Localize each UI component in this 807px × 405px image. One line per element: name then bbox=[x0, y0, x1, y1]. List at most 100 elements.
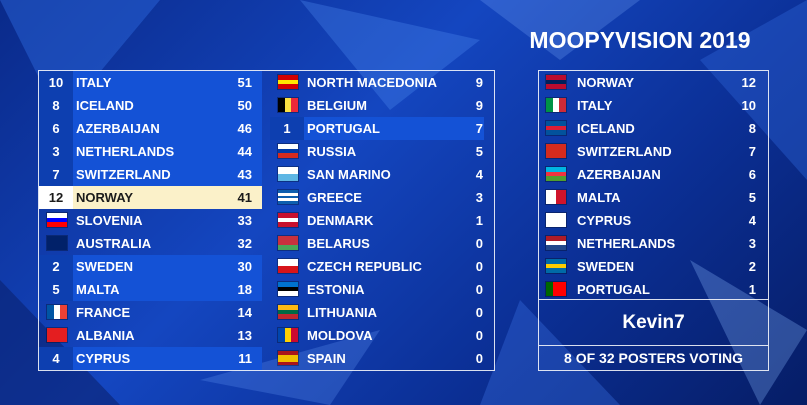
flag-stripe bbox=[47, 305, 54, 319]
country: ICELAND bbox=[577, 121, 635, 136]
country: SWITZERLAND bbox=[76, 167, 171, 182]
country: BELARUS bbox=[307, 236, 370, 251]
points-badge bbox=[270, 117, 304, 140]
country: NETHERLANDS bbox=[76, 144, 175, 159]
flag bbox=[278, 213, 298, 228]
flag-stripe bbox=[278, 305, 298, 310]
flag-stripe bbox=[546, 130, 566, 136]
flag bbox=[546, 98, 567, 112]
voter-name: Kevin7 bbox=[622, 312, 685, 333]
points: 4 bbox=[52, 351, 60, 366]
country: ESTONIA bbox=[307, 282, 365, 297]
score: 13 bbox=[237, 328, 252, 343]
country: AUSTRALIA bbox=[76, 236, 152, 251]
score: 3 bbox=[475, 190, 483, 205]
country: NORTH MACEDONIA bbox=[307, 75, 437, 90]
row-highlight bbox=[39, 140, 262, 163]
flag-stripe bbox=[278, 245, 298, 251]
points: 7 bbox=[748, 144, 756, 159]
flag-stripe bbox=[278, 98, 285, 112]
score: 1 bbox=[475, 213, 483, 228]
country: DENMARK bbox=[307, 213, 374, 228]
score: 0 bbox=[475, 305, 483, 320]
flag-stripe bbox=[556, 190, 566, 204]
flag-stripe bbox=[278, 195, 298, 199]
title: MOOPYVISION 2019 bbox=[529, 27, 751, 53]
flag-stripe bbox=[291, 98, 299, 112]
country: MALTA bbox=[577, 190, 621, 205]
country: AZERBAIJAN bbox=[577, 167, 661, 182]
flag-stripe bbox=[546, 190, 556, 204]
country: ITALY bbox=[577, 98, 613, 113]
score: 32 bbox=[237, 236, 252, 251]
row-highlight bbox=[39, 278, 262, 301]
flag-stripe bbox=[278, 192, 298, 196]
flag-stripe bbox=[53, 305, 61, 319]
country: SLOVENIA bbox=[76, 213, 143, 228]
points: 5 bbox=[52, 282, 60, 297]
flag bbox=[47, 328, 67, 342]
flag-stripe bbox=[546, 144, 566, 158]
row-highlight bbox=[270, 117, 484, 140]
country: SWEDEN bbox=[76, 259, 134, 274]
flag-stripe bbox=[552, 282, 560, 296]
score: 0 bbox=[475, 351, 483, 366]
country: ITALY bbox=[76, 75, 112, 90]
flag-stripe bbox=[546, 75, 566, 80]
divider bbox=[539, 299, 768, 300]
flag bbox=[546, 190, 566, 204]
divider bbox=[539, 345, 768, 346]
flag bbox=[278, 190, 298, 204]
points: 4 bbox=[748, 213, 756, 228]
flag-stripe bbox=[546, 282, 553, 296]
scoreboard-panel bbox=[38, 70, 495, 371]
points: 2 bbox=[748, 259, 756, 274]
country: SWEDEN bbox=[577, 259, 635, 274]
flag-stripe bbox=[278, 314, 298, 320]
score: 33 bbox=[237, 213, 252, 228]
country: PORTUGAL bbox=[307, 121, 380, 136]
country: SWITZERLAND bbox=[577, 144, 672, 159]
country: NORWAY bbox=[76, 190, 134, 205]
points-badge bbox=[39, 186, 73, 209]
row-highlight bbox=[39, 71, 262, 94]
country: SAN MARINO bbox=[307, 167, 391, 182]
score: 0 bbox=[475, 282, 483, 297]
score: 43 bbox=[237, 167, 252, 182]
points-badge bbox=[39, 71, 73, 94]
flag-stripe bbox=[291, 328, 299, 342]
flag bbox=[47, 213, 67, 228]
flag-stripe bbox=[278, 190, 298, 193]
flag bbox=[546, 259, 566, 274]
flag bbox=[546, 236, 566, 251]
country: CYPRUS bbox=[577, 213, 632, 228]
flag-stripe bbox=[546, 263, 566, 269]
flag-stripe bbox=[278, 358, 298, 362]
score: 30 bbox=[237, 259, 252, 274]
flag-stripe bbox=[278, 236, 298, 241]
country: NORWAY bbox=[577, 75, 635, 90]
country: RUSSIA bbox=[307, 144, 357, 159]
flag-stripe bbox=[546, 84, 566, 90]
points: 2 bbox=[52, 259, 60, 274]
flag-stripe bbox=[278, 144, 298, 149]
points: 12 bbox=[741, 75, 756, 90]
score: 11 bbox=[238, 351, 252, 366]
points: 10 bbox=[48, 75, 64, 90]
score: 4 bbox=[475, 167, 483, 182]
points-badge bbox=[39, 255, 73, 278]
score: 44 bbox=[237, 144, 252, 159]
flag-stripe bbox=[278, 309, 298, 315]
flag-stripe bbox=[278, 361, 298, 365]
flag-stripe bbox=[546, 79, 566, 85]
points-badge bbox=[39, 94, 73, 117]
flag bbox=[278, 328, 299, 342]
flag-stripe bbox=[278, 79, 298, 85]
flag-stripe bbox=[278, 167, 298, 174]
flag-stripe bbox=[278, 222, 298, 228]
flag bbox=[278, 75, 298, 90]
flag bbox=[546, 282, 567, 296]
flag bbox=[278, 305, 298, 320]
flag-stripe bbox=[278, 174, 298, 181]
